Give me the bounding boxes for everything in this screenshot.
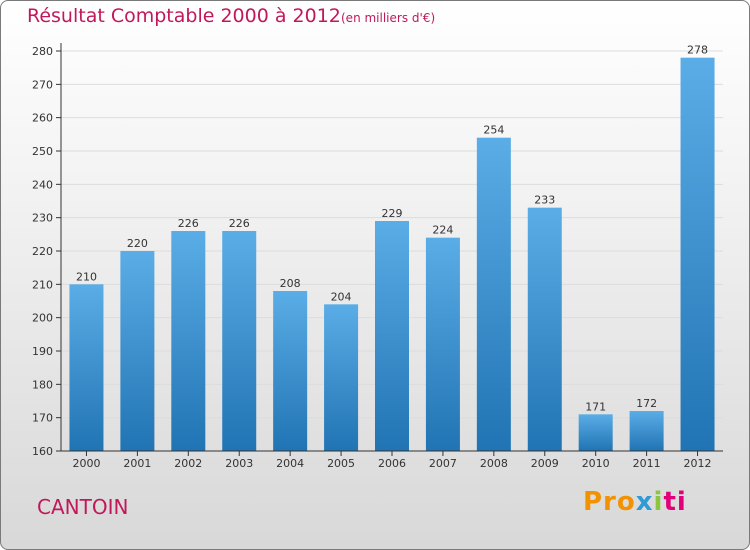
logo-part: x <box>635 487 654 517</box>
x-tick-label: 2002 <box>174 457 202 470</box>
bar-value-label: 254 <box>483 124 504 137</box>
bar-value-label: 204 <box>331 290 352 303</box>
x-tick-label: 2009 <box>531 457 559 470</box>
bar <box>273 291 308 451</box>
bar-value-label: 172 <box>636 397 657 410</box>
y-tick-label: 260 <box>32 112 53 125</box>
logo-part: Pro <box>583 487 636 517</box>
y-tick-label: 250 <box>32 145 53 158</box>
bar <box>425 237 460 451</box>
y-tick-label: 180 <box>32 378 53 391</box>
bar-value-label: 278 <box>687 44 708 57</box>
x-tick-label: 2001 <box>123 457 151 470</box>
bar <box>171 231 206 451</box>
axes: 160 170 180 190 200 210 220 230 240 250 260 270 280 2… <box>32 43 723 470</box>
y-tick-label: 190 <box>32 345 53 358</box>
x-tick-label: 2006 <box>378 457 406 470</box>
bar-value-label: 224 <box>432 224 453 237</box>
x-tick-label: 2004 <box>276 457 304 470</box>
bar <box>680 57 715 452</box>
y-tick-label: 240 <box>32 178 53 191</box>
x-tick-label: 2000 <box>72 457 100 470</box>
y-tick-label: 210 <box>32 278 53 291</box>
y-tick-label: 220 <box>32 245 53 258</box>
x-tick-label: 2003 <box>225 457 253 470</box>
bar <box>375 221 409 451</box>
logo-part: i <box>653 487 664 517</box>
bar <box>69 284 104 451</box>
y-tick-label: 280 <box>32 45 53 58</box>
bar <box>527 207 562 451</box>
bar-value-label: 210 <box>76 270 97 283</box>
y-tick-label: 270 <box>32 78 53 91</box>
y-tick-label: 160 <box>32 445 53 458</box>
bars: 210 220 226 226 208 204 229 224 254 233 171 172 278 <box>69 44 715 452</box>
bar <box>324 304 359 451</box>
bar-value-label: 233 <box>534 194 555 207</box>
y-tick-label: 200 <box>32 312 53 325</box>
bar <box>476 137 511 451</box>
proxiti-logo: Proxiti <box>583 487 687 517</box>
bar <box>222 231 257 451</box>
bar-value-label: 171 <box>585 400 606 413</box>
y-tick-label: 230 <box>32 212 53 225</box>
chart-title: Résultat Comptable 2000 à 2012 <box>27 5 341 27</box>
commune-name: CANTOIN <box>37 495 129 519</box>
x-tick-label: 2012 <box>684 457 712 470</box>
x-tick-label: 2010 <box>582 457 610 470</box>
y-tick-label: 170 <box>32 412 53 425</box>
bar-value-label: 229 <box>382 207 403 220</box>
bar <box>629 411 664 451</box>
bar-value-label: 226 <box>178 217 199 230</box>
bar <box>578 414 613 451</box>
chart-subtitle: (en milliers d'€) <box>341 11 436 25</box>
x-tick-label: 2005 <box>327 457 355 470</box>
bar-value-label: 208 <box>280 277 301 290</box>
logo-part: ti <box>663 487 687 517</box>
bar <box>120 251 155 451</box>
x-tick-label: 2011 <box>633 457 661 470</box>
x-tick-label: 2007 <box>429 457 457 470</box>
x-tick-label: 2008 <box>480 457 508 470</box>
bar-value-label: 220 <box>127 237 148 250</box>
bar-value-label: 226 <box>229 217 250 230</box>
